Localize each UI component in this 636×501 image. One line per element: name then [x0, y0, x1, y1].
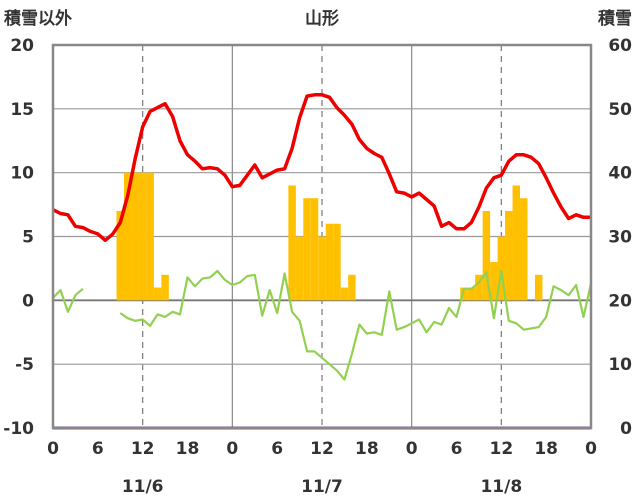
x-tick-label: 0 [406, 439, 418, 459]
snowfall-bar [340, 287, 349, 301]
date-label: 11/6 [122, 477, 164, 497]
snowfall-bar [123, 172, 132, 301]
x-tick-label: 6 [451, 439, 463, 459]
snowfall-bars [116, 172, 543, 301]
wind-line [119, 269, 593, 381]
snowfall-bar [467, 287, 476, 301]
x-tick-label: 18 [176, 439, 200, 459]
snowfall-bar [520, 198, 528, 301]
x-tick-label: 6 [271, 439, 283, 459]
snowfall-bar [295, 236, 304, 301]
snowfall-bar [505, 210, 513, 301]
right-tick-label: 20 [608, 291, 632, 311]
snowfall-bar [348, 274, 356, 301]
right-tick-label: 10 [608, 355, 632, 375]
x-tick-label: 12 [310, 439, 334, 459]
snowfall-bar [512, 185, 521, 301]
snowfall-bar [534, 274, 543, 301]
x-tick-label: 6 [92, 439, 104, 459]
right-tick-label: 40 [608, 164, 632, 184]
x-tick-label: 0 [585, 439, 597, 459]
x-tick-label: 18 [534, 439, 558, 459]
snowfall-bar [303, 198, 311, 301]
temperature-line [52, 93, 591, 243]
plot-frame [51, 43, 593, 430]
left-tick-label: 0 [22, 291, 34, 311]
left-tick-label: -5 [15, 355, 34, 375]
date-label: 11/7 [301, 477, 343, 497]
x-tick-label: 18 [355, 439, 379, 459]
right-tick-label: 50 [608, 100, 632, 120]
date-label: 11/8 [480, 477, 522, 497]
snowfall-bar [146, 172, 154, 301]
chart-title: 山形 [305, 8, 339, 29]
snowfall-bar [153, 287, 162, 301]
right-axis-title: 積雪 [598, 8, 632, 29]
snowfall-bar [131, 172, 139, 301]
left-axis-title: 積雪以外 [4, 8, 72, 29]
left-tick-label: -10 [3, 419, 34, 439]
snowfall-bar [490, 262, 498, 301]
snowfall-bar [475, 274, 483, 301]
snowfall-bar [325, 223, 334, 301]
x-tick-label: 0 [226, 439, 238, 459]
snowfall-bar [116, 210, 124, 301]
right-tick-label: 60 [608, 36, 632, 56]
snowfall-bar [482, 210, 491, 301]
x-tick-label: 0 [47, 439, 59, 459]
x-tick-label: 12 [131, 439, 155, 459]
right-tick-label: 0 [620, 419, 632, 439]
snowfall-bar [333, 223, 341, 301]
left-tick-label: 20 [10, 36, 34, 56]
left-tick-label: 5 [22, 228, 34, 248]
x-tick-label: 12 [489, 439, 513, 459]
snowfall-bar [161, 274, 169, 301]
snowfall-bar [310, 198, 319, 301]
snowfall-bar [497, 236, 506, 301]
left-tick-label: 15 [10, 100, 34, 120]
snowfall-bar [460, 287, 468, 301]
wind-line [52, 287, 84, 313]
snowfall-bar [138, 172, 147, 301]
snowfall-bar [288, 185, 296, 301]
right-tick-label: 30 [608, 228, 632, 248]
left-tick-label: 10 [10, 164, 34, 184]
snowfall-bar [318, 236, 326, 301]
